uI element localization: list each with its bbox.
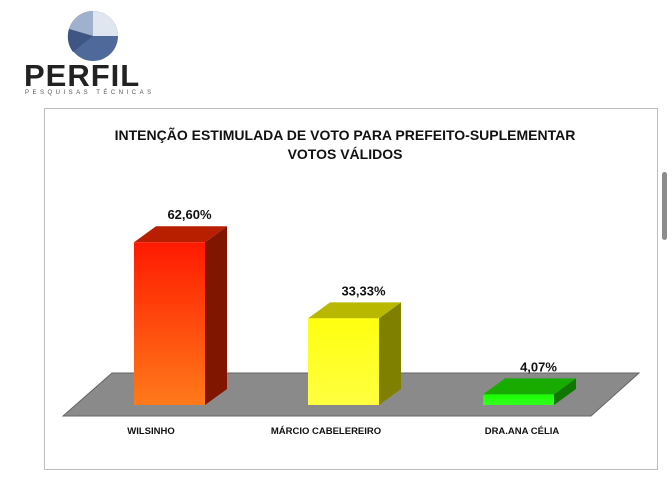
bar-top-dra-ana-celia	[483, 378, 576, 395]
brand-name: PERFIL	[24, 58, 141, 93]
value-label-wilsinho: 62,60%	[167, 207, 212, 222]
bar-side-dra-ana-celia	[554, 378, 576, 405]
category-label-dra-ana-celia: DRA.ANA CÉLIA	[485, 426, 560, 437]
bar-front-wilsinho	[134, 242, 205, 405]
vertical-scrollbar[interactable]	[662, 172, 667, 240]
category-label-wilsinho: WILSINHO	[127, 426, 175, 437]
bar-front-marcio-cabelereiro	[308, 318, 379, 405]
brand-tagline: PESQUISAS TÉCNICAS	[25, 90, 155, 96]
label-group: 62,60% WILSINHO 33,33% MÁRCIO CABELEREIRO 4,…	[127, 207, 559, 437]
bar-front-dra-ana-celia	[483, 394, 554, 405]
bar-top-wilsinho	[134, 226, 227, 243]
chart-title: INTENÇÃO ESTIMULADA DE VOTO PARA PREFEIT…	[115, 126, 576, 143]
chart-subtitle: VOTOS VÁLIDOS	[288, 146, 403, 162]
perfil-logo	[67, 11, 118, 61]
category-label-marcio-cabelereiro: MÁRCIO CABELEREIRO	[271, 426, 381, 437]
bar-chart: INTENÇÃO ESTIMULADA DE VOTO PARA PREFEIT…	[61, 126, 641, 437]
bar-group	[134, 226, 576, 405]
bar-top-marcio-cabelereiro	[308, 302, 401, 319]
bar-dra-ana-celia	[483, 378, 576, 405]
value-label-marcio-cabelereiro: 33,33%	[341, 283, 386, 298]
bar-marcio-cabelereiro	[308, 302, 401, 405]
pie-logo-icon	[67, 11, 118, 61]
bar-side-wilsinho	[205, 226, 227, 405]
value-label-dra-ana-celia: 4,07%	[520, 359, 557, 374]
bar-wilsinho	[134, 226, 227, 405]
bar-side-marcio-cabelereiro	[379, 302, 401, 405]
chart-panel: INTENÇÃO ESTIMULADA DE VOTO PARA PREFEIT…	[44, 108, 658, 470]
